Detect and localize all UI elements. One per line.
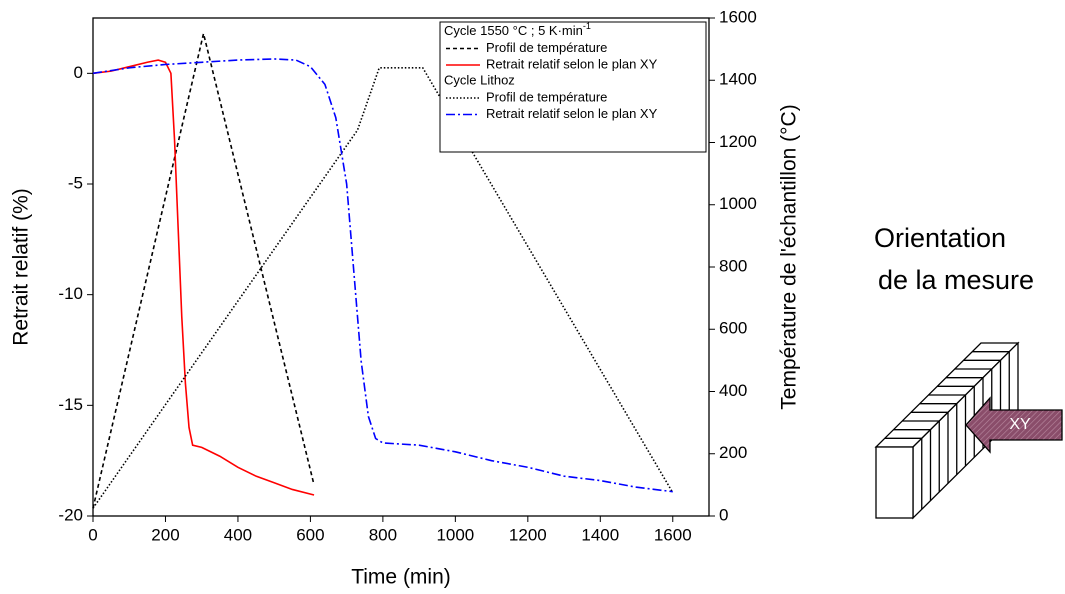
- diagram-title: Orientation: [874, 223, 1006, 253]
- slice: [911, 411, 949, 484]
- y-axis-title: Retrait relatif (%): [10, 188, 33, 346]
- y2-tick-label: 400: [719, 381, 747, 400]
- slice: [972, 351, 1010, 423]
- x-tick-label: 1600: [654, 525, 692, 544]
- legend: Cycle 1550 °C ; 5 K·min-1 Profil de tempé…: [439, 21, 707, 153]
- series-line: [92, 67, 674, 509]
- x-tick-label: 800: [369, 525, 397, 544]
- legend-group-title-text: Cycle Lithoz: [444, 73, 515, 88]
- y2-tick-label: 1000: [719, 194, 757, 213]
- x-tick-label: 200: [151, 525, 179, 544]
- x-tick-label: 400: [224, 525, 252, 544]
- diagram-title: de la mesure: [878, 265, 1034, 295]
- y2-tick-label: 1600: [719, 7, 757, 26]
- y2-tick-label: 200: [719, 443, 747, 462]
- y-tick-label: -10: [58, 284, 83, 303]
- x-tick-label: 1400: [581, 525, 619, 544]
- y2-axis-title: Température de l'échantillon (°C): [778, 104, 801, 409]
- series-line: [92, 33, 315, 509]
- legend-group-title-text: Cycle 1550 °C ; 5 K·min: [444, 23, 583, 38]
- x-tick-label: 1200: [509, 525, 547, 544]
- y-tick-label: 0: [74, 63, 83, 82]
- slice: [902, 420, 940, 492]
- x-tick-label: 600: [296, 525, 324, 544]
- slice: [963, 359, 1002, 432]
- y-tick-label: -15: [58, 395, 83, 414]
- legend-label: Retrait relatif selon le plan XY: [486, 106, 658, 121]
- y-tick-label: -5: [68, 173, 83, 192]
- legend-group-title-sup: -1: [583, 21, 591, 31]
- legend-label: Retrait relatif selon le plan XY: [486, 56, 658, 71]
- series-line: [92, 58, 673, 493]
- y2-tick-label: 1200: [719, 132, 757, 151]
- y2-tick-label: 0: [719, 505, 728, 524]
- arrow: [965, 396, 1063, 454]
- y-tick-label: -20: [58, 505, 83, 524]
- x-tick-label: 1000: [436, 525, 474, 544]
- sample-diagram: [874, 341, 1020, 520]
- x-tick-label: 0: [88, 525, 97, 544]
- legend-label: Profil de température: [486, 89, 607, 104]
- x-axis-title: Time (min): [351, 566, 451, 589]
- legend-group-title: Cycle Lithoz: [444, 73, 515, 88]
- series-line: [92, 59, 315, 496]
- slice: [919, 403, 958, 475]
- block-front: [875, 446, 914, 519]
- arrow-label: XY: [1009, 416, 1031, 433]
- y2-tick-label: 1400: [719, 70, 757, 89]
- slice: [893, 429, 932, 501]
- legend-frame: [439, 21, 707, 153]
- legend-group-title: Cycle 1550 °C ; 5 K·min-1: [444, 21, 591, 38]
- y2-tick-label: 600: [719, 319, 747, 338]
- legend-label: Profil de température: [486, 40, 607, 55]
- y2-tick-label: 800: [719, 256, 747, 275]
- slice: [884, 437, 923, 510]
- slice: [928, 394, 967, 466]
